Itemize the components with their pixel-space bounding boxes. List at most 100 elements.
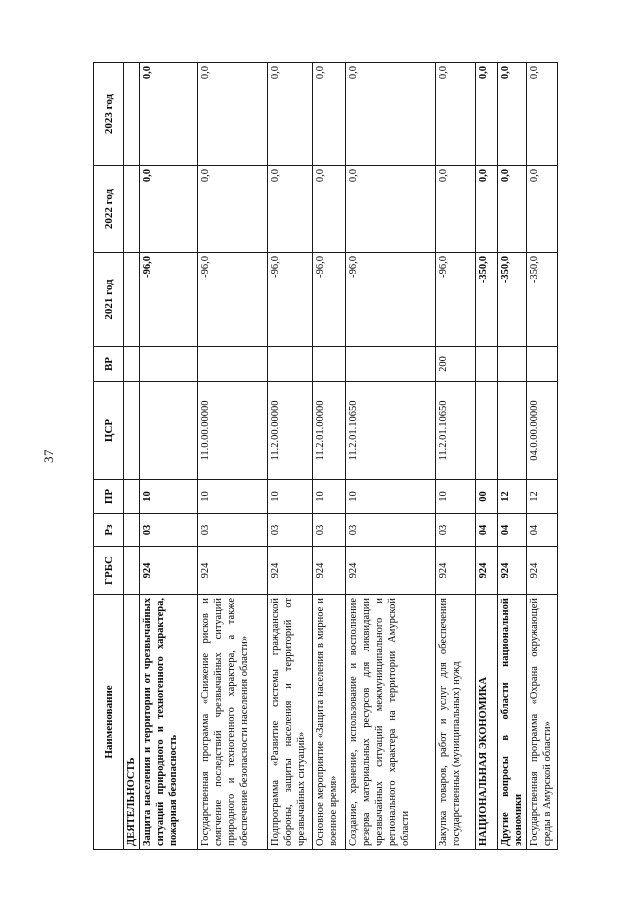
cell-vr <box>267 346 313 382</box>
table-row-zakupka: Закупка товаров, работ и услуг для обесп… <box>435 62 476 850</box>
cell-2022: 0,0 <box>435 165 476 253</box>
cell-2021: -350,0 <box>475 252 498 347</box>
cell-grbs: 924 <box>139 546 198 595</box>
cell-2021: -96,0 <box>312 252 346 347</box>
header-2022: 2022 год <box>93 165 124 253</box>
page-number: 37 <box>41 449 56 463</box>
cell-2022: 0,0 <box>312 165 346 253</box>
cell-grbs: 924 <box>526 546 558 595</box>
cell-grbs: 924 <box>267 546 313 595</box>
cell-2022: 0,0 <box>497 165 527 253</box>
cell-2021 <box>123 252 140 347</box>
cell-rz: 03 <box>197 513 268 547</box>
cell-2022 <box>123 165 140 253</box>
rotated-budget-table-container: Наименование ГРБС Рз ПР ЦСР ВР 2021 год … <box>93 62 558 850</box>
cell-2021: -350,0 <box>497 252 527 347</box>
cell-2022: 0,0 <box>197 165 268 253</box>
cell-2021: -96,0 <box>435 252 476 347</box>
table-row-gp-snizhenie: Государственная программа «Снижение риск… <box>197 62 268 850</box>
cell-csr <box>497 381 527 480</box>
cell-2021: -96,0 <box>139 252 198 347</box>
cell-2022: 0,0 <box>345 165 436 253</box>
cell-2023: 0,0 <box>345 62 436 166</box>
cell-2022: 0,0 <box>475 165 498 253</box>
cell-2022: 0,0 <box>139 165 198 253</box>
cell-pr: 10 <box>197 479 268 514</box>
header-vr: ВР <box>93 346 124 382</box>
cell-2021: -350,0 <box>526 252 558 347</box>
cell-pr: 10 <box>312 479 346 514</box>
header-name: Наименование <box>93 594 124 850</box>
cell-csr: 11.2.01.00000 <box>312 381 346 480</box>
table-row-drugie-voprosy: Другие вопросы в области национальной эк… <box>497 62 527 850</box>
cell-vr <box>312 346 346 382</box>
cell-name: НАЦИОНАЛЬНАЯ ЭКОНОМИКА <box>475 594 498 850</box>
cell-rz <box>123 513 140 547</box>
table-row-osnovnoe: Основное мероприятие «Защита населения в… <box>312 62 346 850</box>
cell-name: Создание, хранение, использование и восп… <box>345 594 436 850</box>
cell-csr <box>475 381 498 480</box>
cell-2023: 0,0 <box>435 62 476 166</box>
cell-grbs: 924 <box>345 546 436 595</box>
cell-name: Защита населения и территории от чрезвыч… <box>139 594 198 850</box>
cell-pr: 10 <box>139 479 198 514</box>
cell-pr <box>123 479 140 514</box>
cell-vr <box>139 346 198 382</box>
cell-pr: 10 <box>267 479 313 514</box>
table-row-gp-ohrana: Государственная программа «Охрана окружа… <box>526 62 558 850</box>
cell-vr <box>123 346 140 382</box>
cell-2023: 0,0 <box>139 62 198 166</box>
cell-pr: 12 <box>497 479 527 514</box>
cell-pr: 10 <box>345 479 436 514</box>
cell-vr <box>497 346 527 382</box>
cell-name: Закупка товаров, работ и услуг для обесп… <box>435 594 476 850</box>
cell-vr: 200 <box>435 346 476 382</box>
cell-2023: 0,0 <box>526 62 558 166</box>
cell-vr <box>345 346 436 382</box>
cell-vr <box>197 346 268 382</box>
cell-2021: -96,0 <box>197 252 268 347</box>
cell-grbs: 924 <box>435 546 476 595</box>
budget-table: Наименование ГРБС Рз ПР ЦСР ВР 2021 год … <box>93 62 558 850</box>
header-row: Наименование ГРБС Рз ПР ЦСР ВР 2021 год … <box>93 62 124 850</box>
table-row-nac-ekonomika: НАЦИОНАЛЬНАЯ ЭКОНОМИКА 924 04 00 -350,0 … <box>475 62 498 850</box>
cell-2023 <box>123 62 140 166</box>
cell-grbs <box>123 546 140 595</box>
cell-2022: 0,0 <box>267 165 313 253</box>
cell-grbs: 924 <box>197 546 268 595</box>
cell-2023: 0,0 <box>267 62 313 166</box>
cell-csr: 04.0.00.00000 <box>526 381 558 480</box>
cell-name: Основное мероприятие «Защита населения в… <box>312 594 346 850</box>
cell-2023: 0,0 <box>312 62 346 166</box>
cell-csr: 11.2.01.10650 <box>345 381 436 480</box>
cell-rz: 04 <box>497 513 527 547</box>
cell-pr: 12 <box>526 479 558 514</box>
header-csr: ЦСР <box>93 381 124 480</box>
cell-2021: -96,0 <box>345 252 436 347</box>
header-grbs: ГРБС <box>93 546 124 595</box>
cell-csr: 11.0.00.00000 <box>197 381 268 480</box>
cell-grbs: 924 <box>497 546 527 595</box>
cell-rz: 03 <box>345 513 436 547</box>
cell-2022: 0,0 <box>526 165 558 253</box>
table-row-podprogramma: Подпрограмма «Развитие системы гражданск… <box>267 62 313 850</box>
cell-rz: 04 <box>475 513 498 547</box>
cell-pr: 00 <box>475 479 498 514</box>
cell-rz: 03 <box>435 513 476 547</box>
cell-csr <box>123 381 140 480</box>
cell-grbs: 924 <box>475 546 498 595</box>
cell-name: ДЕЯТЕЛЬНОСТЬ <box>123 594 140 850</box>
cell-csr: 11.2.00.00000 <box>267 381 313 480</box>
cell-rz: 03 <box>267 513 313 547</box>
cell-2023: 0,0 <box>497 62 527 166</box>
cell-csr <box>139 381 198 480</box>
header-2021: 2021 год <box>93 252 124 347</box>
cell-vr <box>526 346 558 382</box>
table-row-section-tail: ДЕЯТЕЛЬНОСТЬ <box>123 62 140 850</box>
table-row-sozdanie: Создание, хранение, использование и восп… <box>345 62 436 850</box>
header-pr: ПР <box>93 479 124 514</box>
cell-2023: 0,0 <box>197 62 268 166</box>
cell-rz: 04 <box>526 513 558 547</box>
cell-name: Подпрограмма «Развитие системы гражданск… <box>267 594 313 850</box>
